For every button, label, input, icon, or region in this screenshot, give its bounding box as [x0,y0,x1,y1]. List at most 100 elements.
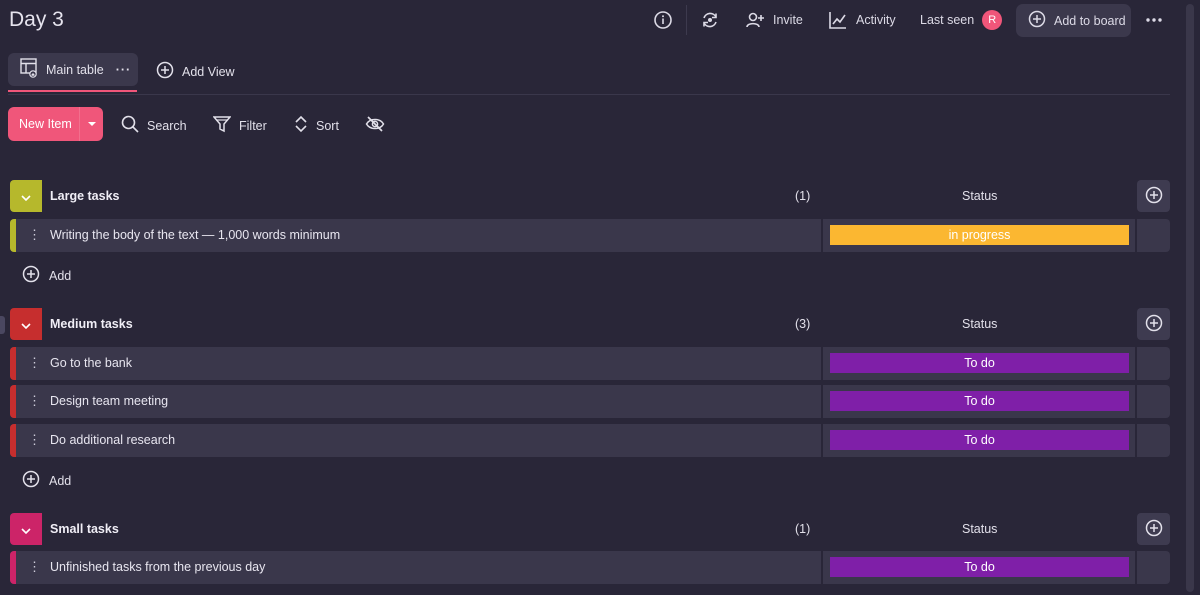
plus-circle-icon [22,265,40,286]
more-horizontal-icon [1145,11,1163,29]
group-header: Medium tasks (3) Status [10,308,1170,340]
page-scrollbar[interactable] [1186,4,1194,592]
cell-divider [1135,219,1137,252]
filter-button[interactable]: Filter [212,115,267,136]
add-person-icon [745,10,765,30]
add-to-board-button[interactable]: Add to board [1016,4,1131,37]
sync-icon [700,10,720,30]
avatar: R [982,10,1003,30]
status-column-header[interactable]: Status [962,522,998,536]
plus-circle-icon [1145,519,1163,540]
table-row[interactable]: ⋮ Design team meeting To do [10,385,1170,418]
add-column-button[interactable] [1137,513,1170,545]
last-seen-button[interactable]: Last seen R [920,8,1003,32]
sort-button[interactable]: Sort [294,115,339,136]
table-row[interactable]: ⋮ Go to the bank To do [10,347,1170,380]
tab-options-icon[interactable]: ··· [115,62,132,77]
board-title: Day 3 [9,8,64,31]
filter-label: Filter [239,118,267,133]
drag-handle-icon[interactable]: ⋮ [28,559,41,574]
toolbar-divider [686,5,687,35]
table-toolbar: New Item Search Filter Sort [8,107,408,141]
group-count: (3) [795,317,811,331]
collapse-group-button[interactable] [10,180,42,212]
status-badge[interactable]: To do [830,557,1129,577]
group-header: Large tasks (1) Status [10,180,1170,212]
collapse-handle[interactable] [0,316,5,334]
new-item-button[interactable]: New Item [8,107,103,141]
add-view-label: Add View [182,64,235,79]
status-badge[interactable]: To do [830,430,1129,450]
cell-divider [821,424,823,457]
row-color-marker [10,219,16,252]
add-column-button[interactable] [1137,180,1170,212]
filter-icon [212,115,232,136]
tab-main-table[interactable]: Main table ··· [8,53,138,86]
table-row[interactable]: ⋮ Do additional research To do [10,424,1170,457]
caret-down-icon[interactable] [79,107,103,141]
sort-label: Sort [316,118,339,133]
status-badge[interactable]: To do [830,353,1129,373]
chevron-down-icon [21,317,31,332]
search-icon [121,115,139,136]
active-tab-indicator [8,90,137,92]
chevron-down-icon [21,522,31,537]
row-color-marker [10,385,16,418]
collapse-group-button[interactable] [10,308,42,340]
table-row[interactable]: ⋮ Unfinished tasks from the previous day… [10,551,1170,584]
row-color-marker [10,551,16,584]
search-label: Search [147,118,187,133]
invite-button[interactable]: Invite [745,8,803,32]
group-title[interactable]: Large tasks [50,189,120,203]
add-item-button[interactable]: Add [22,470,71,491]
new-item-label: New Item [19,117,72,131]
drag-handle-icon[interactable]: ⋮ [28,355,41,370]
activity-label: Activity [856,13,896,27]
group-count: (1) [795,189,811,203]
status-column-header[interactable]: Status [962,317,998,331]
status-badge[interactable]: To do [830,391,1129,411]
cell-divider [821,347,823,380]
last-seen-label: Last seen [920,13,975,27]
status-badge[interactable]: in progress [830,225,1129,245]
plus-circle-icon [1145,186,1163,207]
drag-handle-icon[interactable]: ⋮ [28,393,41,408]
status-column-header[interactable]: Status [962,189,998,203]
cell-divider [821,551,823,584]
cell-divider [1135,385,1137,418]
drag-handle-icon[interactable]: ⋮ [28,227,41,242]
item-name[interactable]: Do additional research [50,433,176,447]
view-bar: Main table ··· Add View [8,53,1170,95]
sort-icon [294,115,308,136]
info-button[interactable] [653,8,673,32]
activity-chart-icon [828,10,848,30]
group-title[interactable]: Small tasks [50,522,119,536]
hide-columns-button[interactable] [365,115,385,136]
tab-main-table-label: Main table [46,62,104,77]
drag-handle-icon[interactable]: ⋮ [28,432,41,447]
group-title[interactable]: Medium tasks [50,317,133,331]
item-name[interactable]: Unfinished tasks from the previous day [50,560,266,574]
cell-divider [821,219,823,252]
search-button[interactable]: Search [121,115,187,136]
item-name[interactable]: Go to the bank [50,356,133,370]
cell-divider [1135,424,1137,457]
group-header: Small tasks (1) Status [10,513,1170,545]
add-view-button[interactable]: Add View [156,61,235,82]
more-options-button[interactable] [1145,8,1163,32]
collapse-group-button[interactable] [10,513,42,545]
table-row[interactable]: ⋮ Writing the body of the text — 1,000 w… [10,219,1170,252]
cell-divider [1135,551,1137,584]
info-icon [653,10,673,30]
cell-divider [1135,347,1137,380]
add-column-button[interactable] [1137,308,1170,340]
add-item-button[interactable]: Add [22,265,71,286]
add-item-label: Add [49,268,72,283]
activity-button[interactable]: Activity [828,8,896,32]
chevron-down-icon [21,189,31,204]
automations-button[interactable] [700,8,720,32]
table-icon [20,58,38,81]
invite-label: Invite [773,13,803,27]
item-name[interactable]: Design team meeting [50,394,169,408]
item-name[interactable]: Writing the body of the text — 1,000 wor… [50,228,341,242]
